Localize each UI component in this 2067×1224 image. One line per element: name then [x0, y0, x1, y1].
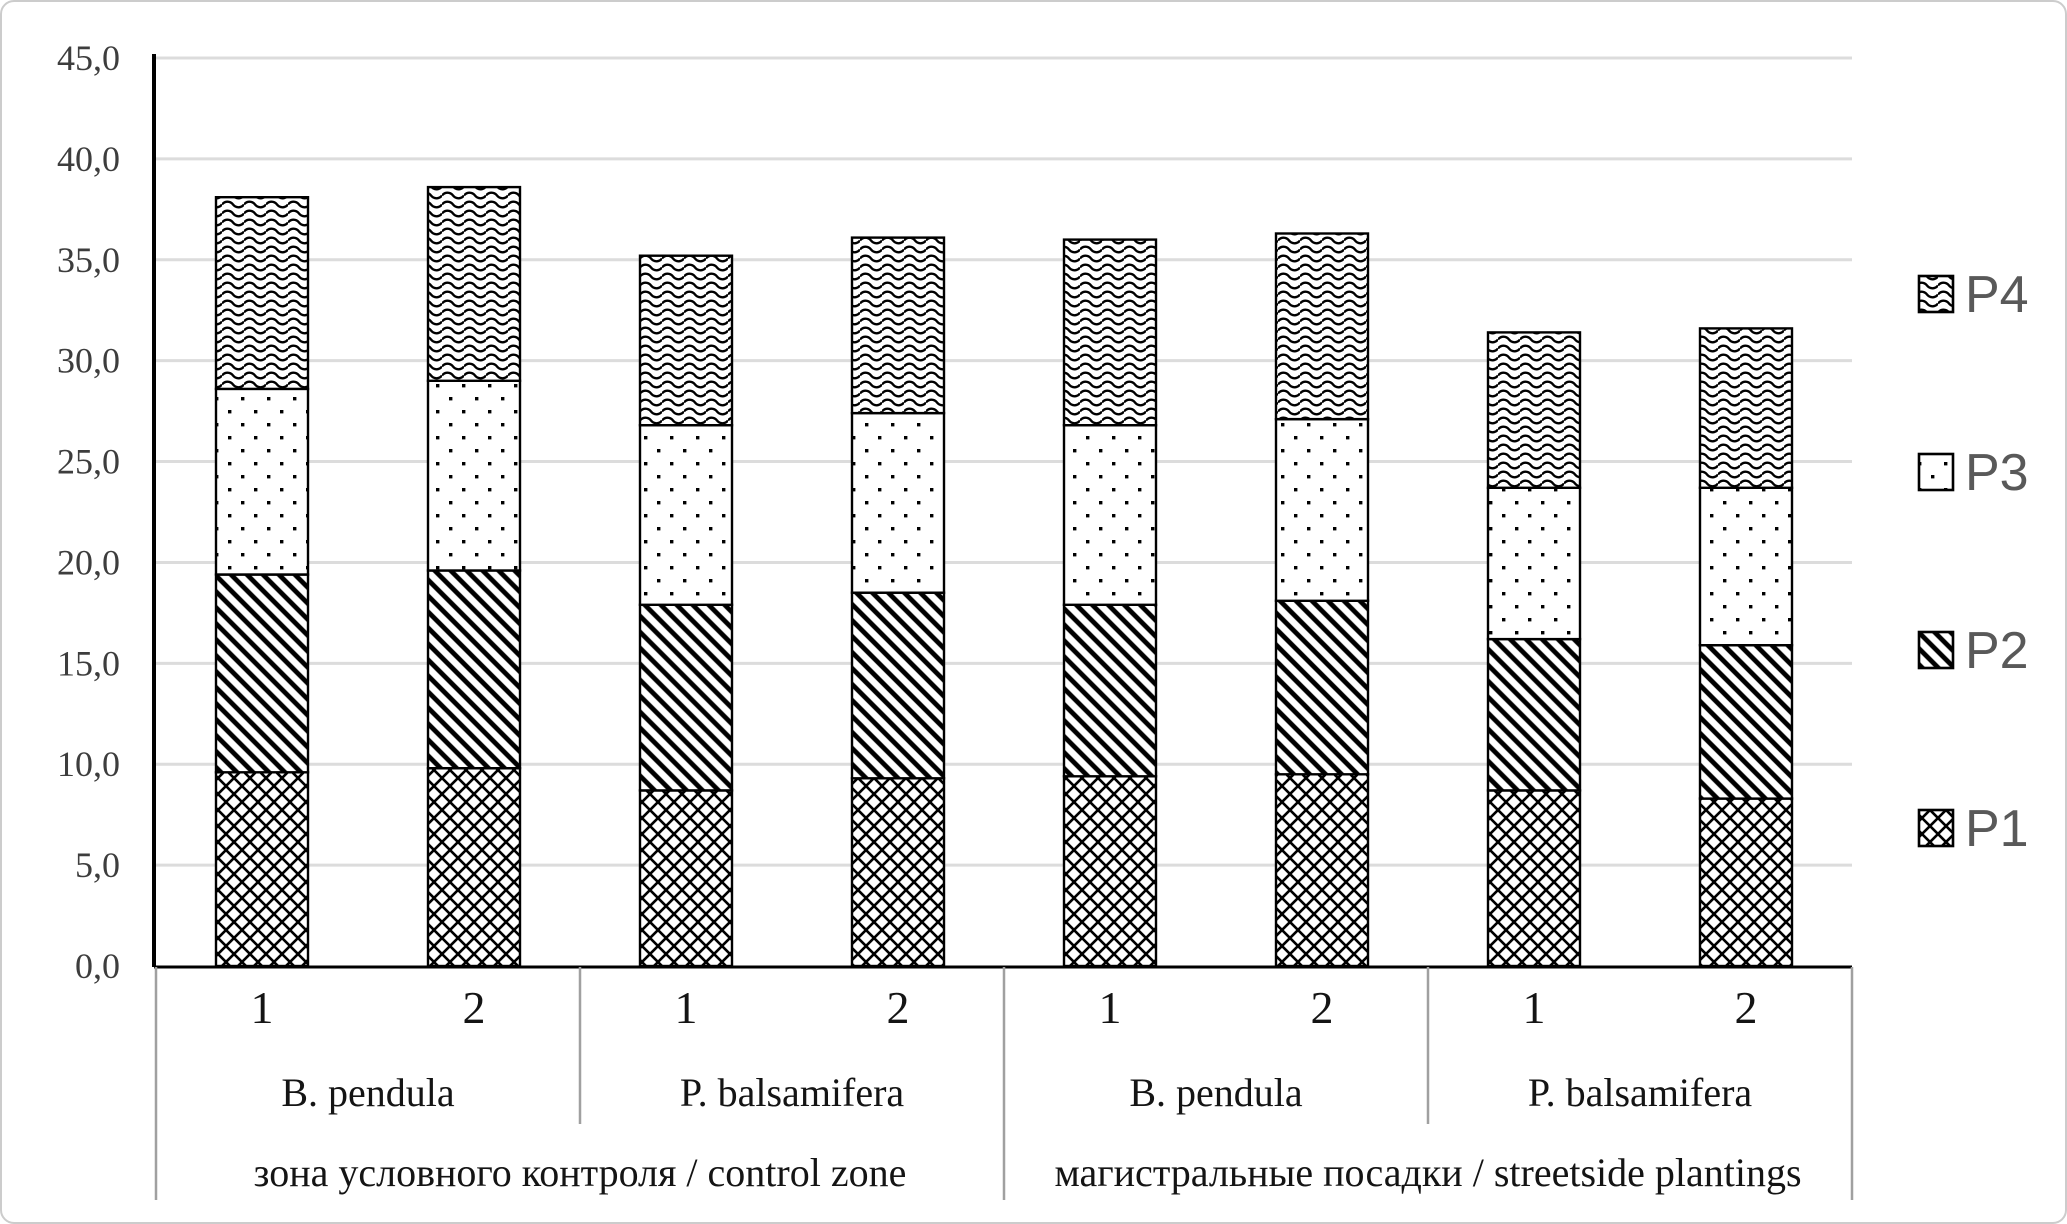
bar-segment-P1 — [1698, 797, 1794, 968]
x-zone-label: зона условного контроля / control zone — [254, 1150, 907, 1195]
legend-marker-wave-icon — [1917, 274, 1955, 314]
y-tick-label: 20,0 — [57, 542, 120, 582]
bar-segment-P2 — [1698, 644, 1794, 800]
legend-label: P1 — [1965, 800, 2029, 858]
bar-segment-P2 — [850, 591, 946, 780]
bar-segment-P4 — [1274, 232, 1370, 421]
legend-label: P3 — [1965, 444, 2029, 502]
x-species-label: B. pendula — [281, 1070, 455, 1115]
bar-segment-P4 — [426, 185, 522, 383]
legend-item-P2: P2 — [1917, 622, 2029, 680]
legend-marker-dots-icon — [1917, 452, 1955, 492]
x-replicate-label: 2 — [463, 982, 486, 1033]
bar-segment-P3 — [638, 424, 734, 607]
bar-segment-P2 — [638, 603, 734, 792]
y-tick-label: 15,0 — [57, 643, 120, 683]
bar-segment-P1 — [214, 771, 310, 968]
bar-segment-P3 — [1062, 424, 1158, 607]
x-replicate-label: 1 — [675, 982, 698, 1033]
y-tick-label: 45,0 — [57, 38, 120, 78]
x-species-label: P. balsamifera — [680, 1070, 905, 1115]
bar-segment-P4 — [1698, 327, 1794, 489]
legend-item-P1: P1 — [1917, 800, 2029, 858]
bar-segment-P2 — [1062, 603, 1158, 778]
bar-segment-P4 — [638, 254, 734, 427]
legend-item-P4: P4 — [1917, 266, 2029, 324]
bar-segment-P1 — [850, 777, 946, 968]
y-tick-label: 40,0 — [57, 139, 120, 179]
bar-segment-P3 — [1274, 418, 1370, 603]
y-tick-label: 0,0 — [75, 946, 120, 986]
bar-segment-P1 — [426, 767, 522, 968]
bar-segment-P3 — [426, 379, 522, 572]
bar-segment-P1 — [1062, 775, 1158, 968]
bar-segment-P4 — [1062, 238, 1158, 427]
x-replicate-label: 2 — [887, 982, 910, 1033]
bar-segment-P2 — [1274, 599, 1370, 776]
bar-segment-P2 — [426, 569, 522, 770]
bar-segment-P3 — [214, 387, 310, 576]
x-replicate-label: 1 — [251, 982, 274, 1033]
legend-label: P4 — [1965, 266, 2029, 324]
y-tick-label: 35,0 — [57, 240, 120, 280]
bar-segment-P2 — [1486, 637, 1582, 792]
y-tick-label: 10,0 — [57, 744, 120, 784]
bar-segment-P1 — [1274, 773, 1370, 968]
legend-label: P2 — [1965, 622, 2029, 680]
x-replicate-label: 2 — [1735, 982, 1758, 1033]
x-zone-label: магистральные посадки / streetside plant… — [1054, 1150, 1801, 1195]
bar-segment-P3 — [1486, 486, 1582, 641]
bar-segment-P4 — [850, 236, 946, 415]
y-tick-label: 30,0 — [57, 341, 120, 381]
bar-segment-P1 — [638, 789, 734, 968]
x-species-label: B. pendula — [1129, 1070, 1303, 1115]
y-tick-label: 25,0 — [57, 442, 120, 482]
bar-segment-P1 — [1486, 789, 1582, 968]
bar-segment-P3 — [1698, 486, 1794, 647]
bar-segment-P4 — [214, 195, 310, 391]
x-replicate-label: 1 — [1099, 982, 1122, 1033]
bar-segment-P4 — [1486, 331, 1582, 489]
legend-item-P3: P3 — [1917, 444, 2029, 502]
legend-marker-crosshatch-icon — [1917, 808, 1955, 848]
x-species-label: P. balsamifera — [1528, 1070, 1753, 1115]
legend-marker-diagonal-stripes-icon — [1917, 630, 1955, 670]
x-replicate-label: 1 — [1523, 982, 1546, 1033]
x-replicate-label: 2 — [1311, 982, 1334, 1033]
bar-segment-P3 — [850, 411, 946, 594]
bar-segment-P2 — [214, 573, 310, 774]
y-tick-label: 5,0 — [75, 845, 120, 885]
